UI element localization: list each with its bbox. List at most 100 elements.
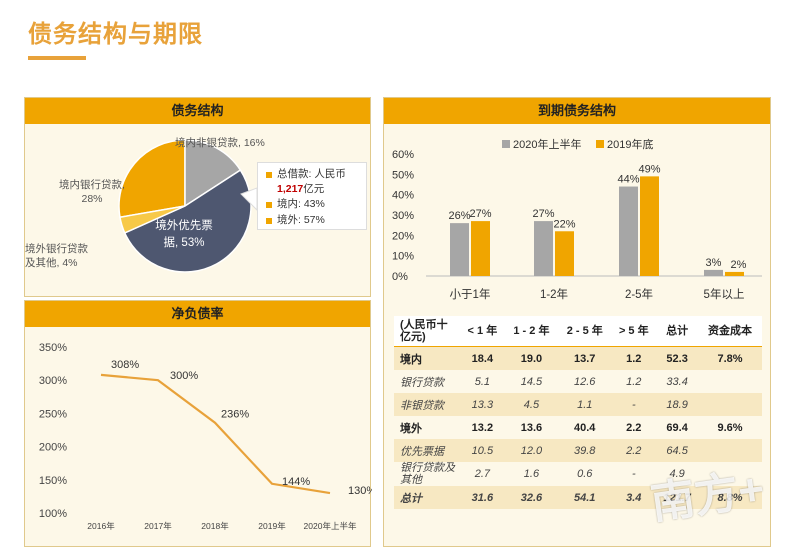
table-cell: 54.1 <box>558 486 612 509</box>
bar-0-1 <box>471 221 490 276</box>
bar-3-0 <box>704 269 723 276</box>
table-row-label: 境内 <box>394 346 460 370</box>
line-data-label: 308% <box>111 359 139 371</box>
bar-x-tick: 5年以上 <box>704 287 745 301</box>
bar-x-tick: 2-5年 <box>625 287 653 301</box>
debt-pie-chart <box>118 139 258 273</box>
table-row: 银行贷款 5.1 14.5 12.6 1.2 33.4 <box>394 370 762 393</box>
bar-data-label: 26% <box>448 210 470 222</box>
table-row-label: 银行贷款及其他 <box>394 462 460 486</box>
table-cell: 2.2 <box>611 416 657 439</box>
line-data-label: 236% <box>221 409 249 421</box>
table-row: 总计 31.6 32.6 54.1 3.4 121.7 8.8% <box>394 486 762 509</box>
pie-label-overseas-bank: 境外银行贷款 及其他, 4% <box>25 243 88 269</box>
table-cell: 0.6 <box>558 462 612 486</box>
table-cell <box>698 393 762 416</box>
table-cell: 7.8% <box>698 346 762 370</box>
line-y-tick: 350% <box>39 342 67 354</box>
table-cell: 3.4 <box>611 486 657 509</box>
legend-total-suffix: 亿元 <box>303 183 325 195</box>
legend-overseas-text: 境外: 57% <box>277 214 325 226</box>
bar-legend-swatch <box>502 140 510 148</box>
table-cell: 1.1 <box>558 393 612 416</box>
table-header-cell: 2 - 5 年 <box>558 316 612 347</box>
table-cell: 13.6 <box>504 416 559 439</box>
table-row: 非银贷款 13.3 4.5 1.1-18.9 <box>394 393 762 416</box>
debt-structure-title: 债务结构 <box>25 98 370 124</box>
table-cell: 2.2 <box>611 439 657 462</box>
pie-slice-overseas-bank <box>119 205 186 234</box>
bar-y-tick: 60% <box>392 149 414 161</box>
line-data-label: 300% <box>170 370 198 382</box>
bar-y-tick: 40% <box>392 190 414 202</box>
bar-y-tick: 50% <box>392 169 414 181</box>
legend-square-icon <box>266 218 272 224</box>
net-debt-line <box>100 373 331 495</box>
table-cell: 31.6 <box>460 486 505 509</box>
table-header-cell: (人民币十亿元) <box>394 316 460 347</box>
line-data-label: 130% <box>348 485 372 497</box>
table-cell: 12.0 <box>504 439 559 462</box>
table-cell: 8.8% <box>698 486 762 509</box>
table-cell: 18.9 <box>656 393 699 416</box>
table-cell: 33.4 <box>656 370 699 393</box>
bar-y-tick: 20% <box>392 230 414 242</box>
table-row-label: 境外 <box>394 416 460 439</box>
table-cell: 1.2 <box>611 346 657 370</box>
line-x-tick: 2020年上半年 <box>304 521 357 531</box>
table-header-cell: 资金成本 <box>698 316 762 347</box>
legend-total-prefix: 总借款: 人民币 <box>277 168 346 180</box>
debt-structure-panel: 债务结构 境内银行贷款, 28% 境内非银贷款, 16% 境外优先票 据, 53… <box>24 97 371 297</box>
bar-2-1 <box>640 176 659 276</box>
table-cell: 32.6 <box>504 486 559 509</box>
bar-legend-label: 2019年底 <box>607 137 653 151</box>
table-cell: 1.2 <box>611 370 657 393</box>
pie-label-overseas-notes: 境外优先票 据, 53% <box>155 220 213 249</box>
table-cell: - <box>611 462 657 486</box>
table-cell: 10.5 <box>460 439 505 462</box>
maturity-title: 到期债务结构 <box>384 98 770 124</box>
bar-3-1 <box>725 271 744 276</box>
legend-square-icon <box>266 172 272 178</box>
table-cell: 14.5 <box>504 370 559 393</box>
table-row-label: 银行贷款 <box>394 370 460 393</box>
table-cell: 39.8 <box>558 439 612 462</box>
line-y-tick: 200% <box>39 442 67 454</box>
bar-data-label: 44% <box>617 174 639 186</box>
table-row-label: 非银贷款 <box>394 393 460 416</box>
legend-domestic: 境内: 43% <box>266 197 325 212</box>
bar-data-label: 3% <box>706 257 722 269</box>
table-header-cell: 总计 <box>656 316 699 347</box>
pie-slice-domestic-nonbank <box>184 139 242 208</box>
bar-0-0 <box>450 223 469 276</box>
table-cell: 19.0 <box>504 346 559 370</box>
title-underline <box>28 56 86 60</box>
table-row: 优先票据 10.5 12.0 39.8 2.2 64.5 <box>394 439 762 462</box>
table-cell: 13.7 <box>558 346 612 370</box>
line-x-tick: 2019年 <box>258 521 286 531</box>
table-cell <box>698 370 762 393</box>
table-cell <box>698 462 762 486</box>
line-x-tick: 2018年 <box>201 521 229 531</box>
table-cell: 9.6% <box>698 416 762 439</box>
bar-data-label: 22% <box>553 218 575 230</box>
line-x-tick: 2016年 <box>87 521 115 531</box>
table-row: 银行贷款及其他 2.7 1.6 0.6-4.9 <box>394 462 762 486</box>
pie-label-domestic-nonbank: 境内非银贷款, 16% <box>175 137 265 149</box>
line-y-tick: 300% <box>39 375 67 387</box>
table-cell: 13.3 <box>460 393 505 416</box>
bar-legend-swatch <box>596 140 604 148</box>
legend-domestic-text: 境内: 43% <box>277 198 325 210</box>
table-row: 境内 18.4 19.0 13.7 1.2 52.3 7.8% <box>394 346 762 370</box>
table-cell: 4.9 <box>656 462 699 486</box>
table-cell: 69.4 <box>656 416 699 439</box>
pie-slice-domestic-bank <box>118 139 186 219</box>
table-header-cell: > 5 年 <box>611 316 657 347</box>
maturity-panel: 到期债务结构 0% 10% 20% 30% 40% 50% 60% 2020年上半年 2019年… <box>383 97 771 547</box>
table-header-cell: < 1 年 <box>460 316 505 347</box>
bar-1-0 <box>534 221 553 276</box>
table-cell: 12.6 <box>558 370 612 393</box>
bar-y-tick: 10% <box>392 251 414 263</box>
table-row: 境外 13.2 13.6 40.4 2.2 69.4 9.6% <box>394 416 762 439</box>
